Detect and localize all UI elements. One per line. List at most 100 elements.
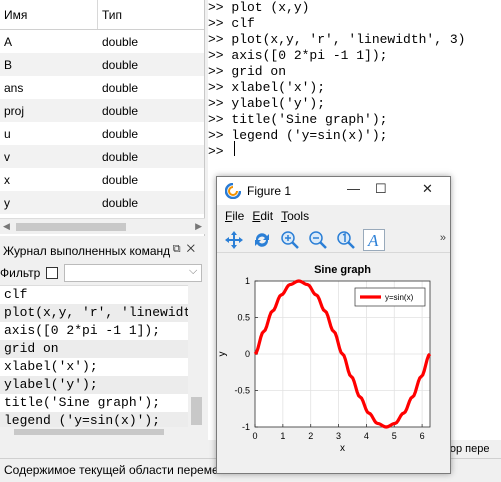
x-tick-label: 6	[420, 431, 425, 441]
text-icon[interactable]: A	[363, 228, 385, 251]
y-tick-label: -0.5	[234, 386, 250, 396]
undock-icon[interactable]: ⧉	[172, 243, 187, 255]
variable-type: double	[102, 149, 139, 164]
variable-name: ans	[4, 80, 24, 95]
table-row[interactable]: v double	[0, 145, 204, 168]
toolbar-overflow-icon[interactable]: »	[439, 232, 446, 244]
close-icon[interactable]: ✕	[186, 243, 201, 255]
table-row[interactable]: x double	[0, 168, 204, 191]
legend-label: y=sin(x)	[385, 293, 414, 302]
console-line: >> clf	[208, 16, 255, 31]
workspace-horizontal-scrollbar[interactable]: ◀ ▶	[0, 218, 205, 234]
menu-edit[interactable]: Edit	[252, 209, 274, 223]
menu-file[interactable]: File	[225, 209, 245, 223]
maximize-icon[interactable]: ☐	[375, 181, 387, 196]
variable-name: B	[4, 57, 13, 72]
chart-legend[interactable]: y=sin(x)	[354, 287, 426, 307]
app-logo-icon	[225, 183, 241, 199]
table-row[interactable]: ans double	[0, 76, 204, 99]
variable-type: double	[102, 80, 139, 95]
variable-type: double	[102, 195, 139, 210]
scrollbar-thumb[interactable]	[16, 223, 126, 231]
table-row[interactable]: proj double	[0, 99, 204, 122]
x-tick-label: 5	[392, 431, 397, 441]
figure-canvas: 0 1 2 3 4 5 6 -1 -0.5 0 0.5 1 Sine graph x y y=sin(…	[217, 254, 450, 473]
legend-box	[354, 287, 426, 307]
history-panel-header: Журнал выполненных команд ⧉✕	[0, 241, 205, 261]
history-item[interactable]: clf	[4, 287, 28, 302]
zoom-out-icon[interactable]	[307, 229, 329, 251]
side-panel-label: ктор пере	[440, 440, 501, 460]
history-item[interactable]: xlabel('x');	[4, 359, 98, 374]
variable-type: double	[102, 126, 139, 141]
history-item[interactable]: title('Sine graph');	[4, 395, 161, 410]
console-line: >> grid on	[208, 64, 287, 79]
scrollbar-thumb[interactable]	[191, 397, 202, 425]
history-item[interactable]: grid on	[0, 340, 205, 358]
scroll-right-icon[interactable]: ▶	[195, 221, 202, 231]
zoom-in-icon[interactable]	[279, 229, 301, 251]
history-item[interactable]: axis([0 2*pi -1 1]);	[4, 323, 161, 338]
filter-combobox[interactable]	[64, 264, 203, 282]
variable-name: v	[4, 149, 10, 164]
rotate-icon[interactable]	[251, 229, 273, 251]
table-row[interactable]: u double	[0, 122, 204, 145]
y-tick-label: 1	[245, 276, 250, 286]
figure-menubar: File Edit Tools	[217, 205, 450, 227]
workspace-header: Имя Тип	[0, 0, 204, 30]
tick-marks: 0 1 2 3 4 5 6 -1 -0.5 0 0.5 1	[234, 276, 424, 441]
history-horizontal-scrollbar[interactable]	[0, 427, 205, 437]
console-line: >> plot (x,y)	[208, 0, 310, 15]
history-panel-title: Журнал выполненных команд	[3, 244, 171, 258]
console-line: >> plot(x,y, 'r', 'linewidth', 3)	[208, 32, 466, 47]
text-cursor	[234, 141, 235, 156]
y-axis-label: y	[217, 352, 228, 357]
figure-window[interactable]: Figure 1 — ☐ ✕ File Edit Tools A »	[216, 176, 451, 474]
filter-checkbox[interactable]	[46, 267, 59, 279]
scroll-left-icon[interactable]: ◀	[3, 221, 10, 231]
column-header-name[interactable]: Имя	[0, 0, 98, 29]
console-line: >> ylabel('y');	[208, 96, 326, 111]
console-line: >> title('Sine graph');	[208, 112, 388, 127]
variable-name: y	[4, 195, 10, 210]
y-tick-label: 0.5	[237, 313, 250, 323]
console-line: >> legend ('y=sin(x)');	[208, 128, 388, 143]
x-tick-label: 4	[364, 431, 369, 441]
history-filter-bar: Фильтр	[0, 263, 205, 283]
x-axis-label: x	[340, 443, 345, 454]
minimize-icon[interactable]: —	[347, 181, 360, 196]
variable-name: A	[4, 34, 13, 49]
x-tick-label: 0	[252, 431, 257, 441]
variable-type: double	[102, 57, 139, 72]
series-line-sine	[253, 279, 432, 429]
history-vertical-scrollbar[interactable]	[188, 285, 205, 427]
variable-name: u	[4, 126, 11, 141]
variable-type: double	[102, 103, 139, 118]
scrollbar-thumb[interactable]	[14, 429, 164, 435]
console-prompt[interactable]: >>	[208, 144, 224, 159]
close-icon[interactable]: ✕	[422, 181, 433, 196]
column-header-type[interactable]: Тип	[102, 7, 123, 22]
variable-name: proj	[4, 103, 25, 118]
figure-titlebar[interactable]: Figure 1 — ☐ ✕	[217, 177, 450, 205]
x-tick-label: 2	[308, 431, 313, 441]
history-item[interactable]: legend ('y=sin(x)');	[0, 412, 205, 430]
console-line: >> xlabel('x');	[208, 80, 326, 95]
series-group	[253, 279, 432, 429]
pan-icon[interactable]	[223, 229, 245, 251]
x-tick-label: 3	[336, 431, 341, 441]
table-row[interactable]: y double	[0, 191, 204, 214]
variable-type: double	[102, 34, 139, 49]
history-item[interactable]: plot(x,y, 'r', 'linewidth', 3)	[0, 304, 205, 322]
filter-label: Фильтр	[0, 266, 41, 280]
menu-tools[interactable]: Tools	[281, 209, 310, 223]
zoom-reset-icon[interactable]	[335, 229, 357, 251]
x-tick-label: 1	[280, 431, 285, 441]
figure-title: Figure 1	[247, 184, 292, 198]
history-item[interactable]: ylabel('y');	[0, 376, 205, 394]
variable-name: x	[4, 172, 10, 187]
